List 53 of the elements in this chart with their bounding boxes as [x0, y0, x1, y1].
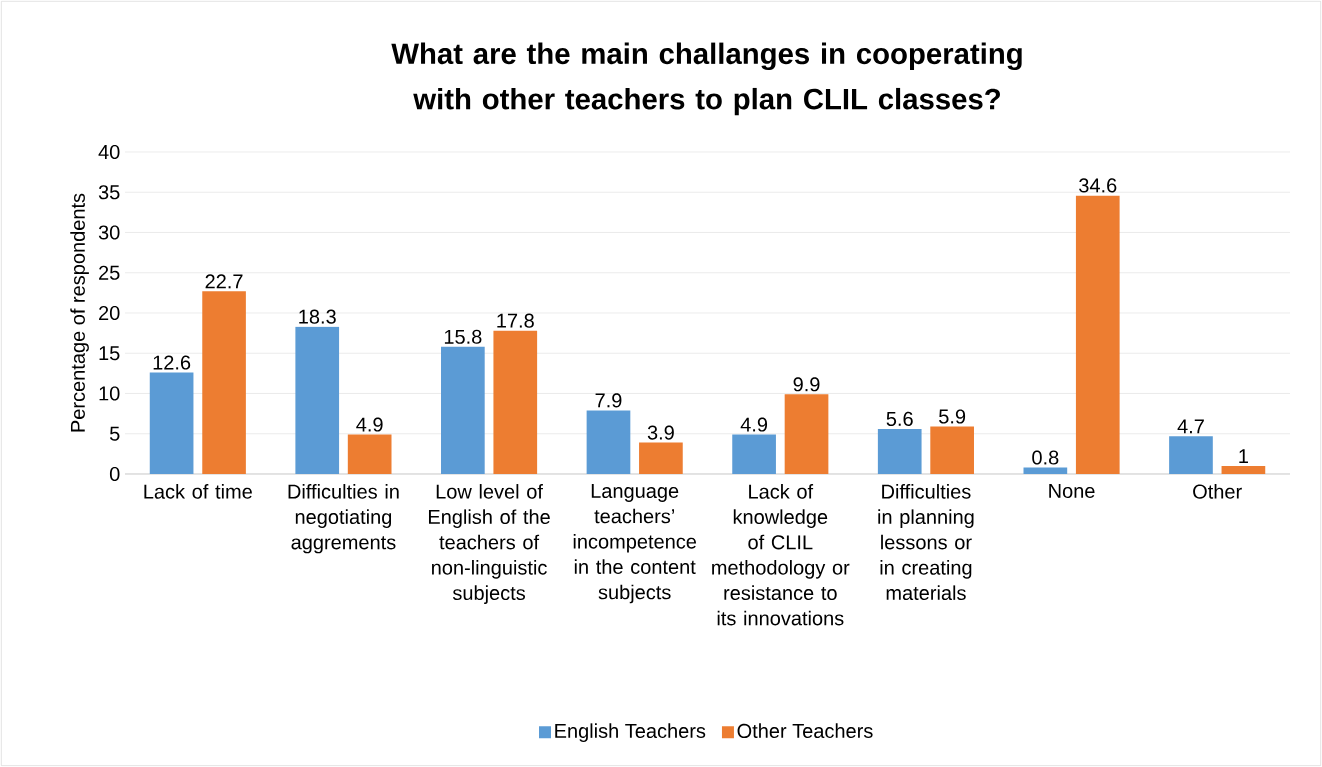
data-label: 12.6 [153, 355, 191, 370]
y-tick-label: 5 [109, 426, 120, 441]
data-label: 17.8 [497, 313, 534, 328]
data-label: 7.9 [595, 393, 622, 408]
x-tick-label: Language teachers’ incompetence in the content subjects [573, 484, 697, 604]
bar [639, 442, 683, 474]
x-tick-label: Low level of English of the teachers of non-linguistic subjects [428, 484, 550, 604]
bar [877, 428, 922, 474]
bar [441, 346, 485, 474]
data-label: 9.9 [793, 377, 820, 392]
x-tick-label: None [1049, 484, 1095, 498]
x-tick-label: Lack of time [144, 484, 252, 499]
bar [930, 426, 974, 474]
y-tick-label: 0 [109, 466, 120, 482]
bar [202, 291, 246, 474]
data-label: 0.8 [1032, 450, 1059, 465]
x-tick-label: Other [1193, 484, 1242, 499]
data-label: 34.6 [1079, 178, 1117, 193]
bar [493, 330, 538, 474]
data-label: 15.8 [444, 329, 482, 344]
y-axis-title: Percentage of respondents [70, 193, 89, 432]
data-label: 22.7 [205, 274, 243, 289]
y-tick-label: 10 [99, 386, 120, 401]
data-label: 3.9 [647, 425, 674, 440]
y-tick-label: 15 [99, 346, 120, 361]
chart-title: What are the main challanges in cooperating with other teachers to plan CLIL classes? [391, 42, 1022, 116]
data-label: 18.3 [299, 309, 336, 324]
data-label: 4.9 [356, 417, 383, 432]
y-tick-label: 35 [98, 185, 120, 200]
bar [1169, 436, 1213, 474]
data-label: 5.6 [886, 411, 913, 426]
y-tick-label: 30 [98, 225, 120, 240]
bar [149, 372, 194, 474]
y-tick-label: 25 [99, 265, 120, 280]
y-tick-label: 20 [99, 305, 120, 321]
x-tick-label: Lack of knowledge of CLIL methodology or resistance to its innovations [712, 484, 850, 626]
bar [295, 326, 340, 474]
bar [347, 434, 392, 474]
y-tick-label: 40 [98, 144, 120, 160]
data-label: 1 [1239, 449, 1248, 464]
bar [1023, 467, 1068, 474]
x-tick-label: Difficulties in negotiating aggrements [288, 484, 399, 554]
legend-label: Other Teachers [737, 723, 873, 739]
bar [1075, 195, 1120, 474]
data-label: 5.9 [939, 409, 966, 424]
legend-label: English Teachers [555, 723, 706, 742]
data-label: 4.9 [740, 417, 768, 432]
x-tick-label: Difficulties in planning lessons or in creating materials [878, 484, 974, 601]
data-label: 4.7 [1177, 419, 1204, 434]
bar [732, 434, 776, 474]
bar [586, 410, 631, 474]
bar [784, 394, 829, 474]
bar [1221, 465, 1266, 474]
